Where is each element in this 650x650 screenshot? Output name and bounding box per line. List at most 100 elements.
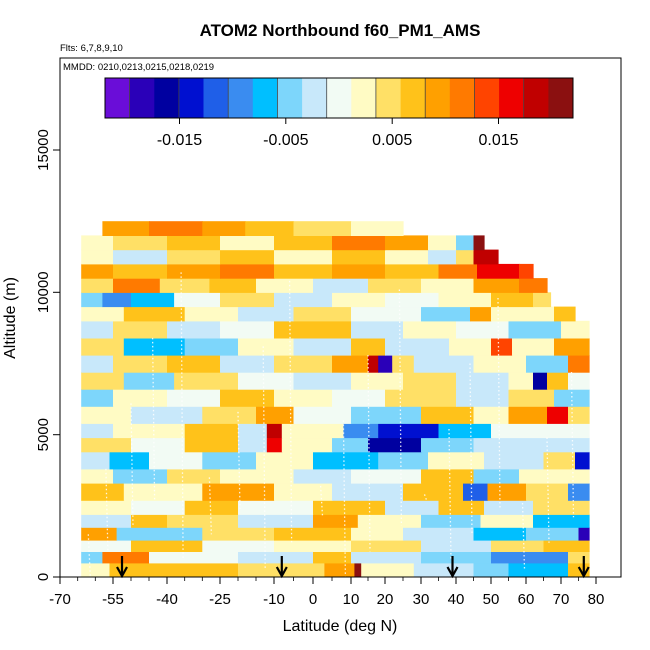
- heat-cell: [220, 355, 275, 373]
- heat-cell: [274, 389, 333, 407]
- heat-cell: [578, 527, 590, 541]
- streak-line: [319, 485, 324, 518]
- heat-cell: [113, 355, 168, 373]
- colorbar-segment: [425, 78, 451, 118]
- heat-cell: [174, 372, 239, 390]
- heat-cell: [81, 372, 125, 390]
- streak-line: [130, 403, 134, 526]
- colorbar-segment: [326, 78, 352, 118]
- heat-cell: [220, 320, 275, 339]
- heat-cell: [313, 500, 386, 515]
- heat-cell: [491, 423, 590, 439]
- heat-cell: [332, 249, 386, 265]
- heat-cell: [313, 551, 352, 564]
- heat-cell: [533, 514, 590, 528]
- heat-cell: [456, 320, 510, 339]
- heat-cell: [238, 306, 295, 322]
- heat-cell: [149, 451, 203, 470]
- heat-cell: [473, 355, 527, 373]
- heat-cell: [220, 263, 275, 279]
- y-axis-label: Altitude (m): [2, 277, 19, 359]
- heat-cell: [324, 562, 355, 577]
- heat-cell: [413, 562, 475, 577]
- x-tick-label: -70: [49, 591, 71, 608]
- streak-line: [262, 346, 266, 569]
- heat-cell: [81, 306, 125, 322]
- heat-cell: [480, 514, 534, 528]
- streak-line: [570, 371, 575, 518]
- heat-cell: [421, 540, 492, 552]
- heat-cell: [102, 292, 132, 308]
- heat-cell: [351, 551, 422, 564]
- colorbar-segment: [351, 78, 377, 118]
- heat-cell: [167, 249, 221, 265]
- heat-cell: [385, 292, 440, 308]
- heat-cell: [368, 278, 422, 293]
- heat-cell: [113, 235, 168, 251]
- heat-cell: [385, 389, 457, 407]
- heat-cell: [281, 437, 333, 453]
- heat-cell: [81, 423, 114, 439]
- heat-cell: [131, 437, 186, 453]
- heat-cell: [491, 337, 513, 356]
- flight-markers: [116, 556, 590, 579]
- heat-cell: [421, 306, 471, 322]
- heat-cell: [274, 355, 333, 373]
- heat-cell: [438, 292, 492, 308]
- marker-arrow-head: [116, 566, 128, 579]
- heat-cell: [238, 562, 283, 577]
- heat-cell: [274, 292, 333, 308]
- heat-cell: [332, 292, 386, 308]
- heat-cell: [293, 306, 352, 322]
- heat-cell: [81, 263, 114, 279]
- heat-cell: [102, 551, 150, 564]
- heat-cell: [256, 278, 314, 293]
- heat-cell: [463, 483, 489, 501]
- heat-cell: [167, 263, 221, 279]
- heat-cell: [123, 306, 186, 322]
- heat-cell: [470, 306, 492, 322]
- colorbar-frame: [104, 77, 574, 119]
- heat-cell: [568, 406, 590, 424]
- heat-cell: [238, 500, 314, 515]
- heat-cell: [245, 221, 295, 236]
- colorbar-tick-label: -0.015: [157, 132, 202, 149]
- heat-cell: [184, 500, 239, 515]
- heat-cell: [413, 355, 475, 373]
- heat-cell: [266, 423, 283, 439]
- heat-cell: [438, 263, 478, 279]
- heat-cell: [293, 372, 352, 390]
- streak-line: [423, 494, 428, 501]
- y-tick-label: 15000: [35, 129, 52, 171]
- heat-cell: [313, 514, 359, 528]
- heat-cell: [421, 468, 475, 484]
- heat-cell: [274, 540, 352, 552]
- x-axis-label: Latitude (deg N): [283, 618, 398, 635]
- streak-line: [87, 534, 91, 577]
- heat-cell: [332, 389, 386, 407]
- x-axis: -70 -55 -40 -25 -10 0 10 20 30 40 50 60 70 80: [49, 577, 604, 608]
- heat-cell: [561, 320, 590, 339]
- heat-cell: [343, 423, 379, 439]
- heat-cell: [473, 249, 499, 265]
- heat-cell: [159, 278, 210, 293]
- heat-cell: [385, 337, 450, 356]
- heat-cell: [113, 468, 168, 484]
- heat-cell: [81, 483, 125, 501]
- heat-cell: [313, 451, 379, 470]
- x-tick-label: 50: [483, 591, 500, 608]
- plot-frame: [59, 57, 622, 578]
- colorbar-segment: [154, 78, 180, 118]
- heat-cell: [354, 562, 362, 577]
- x-tick-label: 30: [413, 591, 430, 608]
- heat-cell: [81, 514, 132, 528]
- heatmap-cells: [81, 221, 590, 577]
- heat-cell: [351, 468, 422, 484]
- colorbar-segment: [228, 78, 254, 118]
- heat-cell: [533, 372, 548, 390]
- heat-cell: [238, 437, 268, 453]
- heat-cell: [385, 249, 429, 265]
- x-tick-label: 80: [588, 591, 605, 608]
- heat-cell: [568, 355, 590, 373]
- x-tick-label: 70: [553, 591, 570, 608]
